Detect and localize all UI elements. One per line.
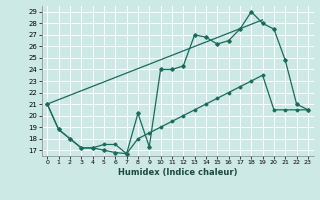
X-axis label: Humidex (Indice chaleur): Humidex (Indice chaleur) — [118, 168, 237, 177]
